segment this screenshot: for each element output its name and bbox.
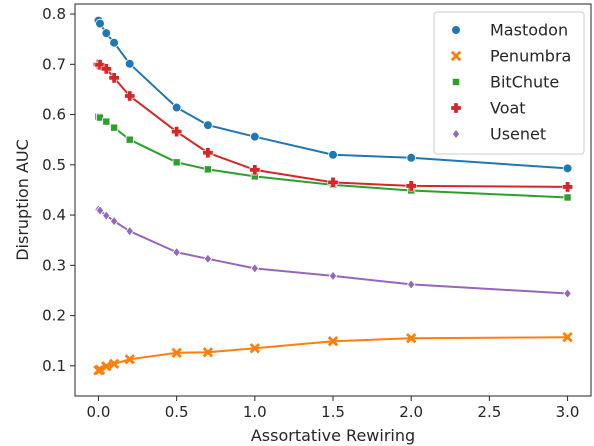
data-point	[203, 120, 213, 130]
data-point	[110, 123, 119, 132]
data-point	[405, 180, 417, 192]
data-point	[94, 364, 106, 376]
data-point	[125, 225, 134, 237]
data-point	[328, 270, 338, 282]
data-point	[171, 347, 182, 358]
x-tick-label: 2.5	[477, 403, 501, 421]
y-tick-label: 0.5	[42, 156, 66, 174]
data-point	[172, 158, 181, 167]
x-tick-label: 1.5	[321, 403, 345, 421]
data-point	[102, 117, 111, 126]
y-axis: 0.1 0.2 0.3 0.4 0.5 0.6 0.7 0.8	[42, 5, 75, 375]
data-point	[250, 131, 260, 142]
data-point	[125, 135, 134, 144]
data-point	[124, 59, 135, 69]
legend-marker	[451, 78, 460, 87]
legend-frame	[433, 11, 585, 155]
y-axis-label: Disruption AUC	[13, 139, 32, 261]
data-point	[171, 126, 183, 138]
series-mastodon	[93, 15, 573, 174]
data-point	[203, 165, 212, 174]
x-tick-label: 1.0	[243, 403, 267, 421]
y-tick-label: 0.3	[42, 256, 66, 274]
series-bitchute	[94, 112, 572, 202]
legend-label: Voat	[490, 99, 526, 118]
data-point	[109, 215, 119, 227]
legend-label: Usenet	[490, 125, 546, 144]
data-point	[172, 247, 181, 258]
data-point	[124, 354, 135, 365]
legend-marker	[450, 102, 462, 114]
data-point	[100, 63, 112, 75]
data-point	[562, 181, 574, 193]
data-point	[406, 152, 416, 163]
y-tick-label: 0.2	[42, 307, 66, 325]
data-point	[563, 193, 572, 202]
data-point	[102, 210, 111, 221]
data-point	[101, 361, 112, 372]
data-point	[108, 72, 120, 84]
data-point	[171, 102, 182, 113]
series-layer	[92, 15, 574, 376]
data-point	[249, 164, 261, 176]
data-point	[405, 333, 417, 344]
x-tick-label: 2.0	[399, 403, 423, 421]
legend: Mastodon Penumbra BitChute Voat Usenet	[433, 11, 585, 155]
legend-item: Usenet	[451, 125, 546, 144]
x-tick-label: 3.0	[556, 403, 580, 421]
data-point	[96, 113, 105, 122]
data-point	[249, 343, 261, 354]
y-tick-label: 0.4	[42, 206, 66, 224]
x-tick-label: 0.5	[165, 403, 189, 421]
legend-item: Penumbra	[450, 47, 571, 66]
legend-marker	[451, 128, 461, 140]
legend-item: Mastodon	[451, 21, 568, 40]
y-tick-label: 0.7	[42, 55, 66, 73]
data-point	[202, 347, 214, 358]
legend-marker	[451, 25, 461, 35]
series-usenet	[94, 204, 572, 299]
data-point	[250, 263, 260, 274]
x-axis: 0.0 0.5 1.0 1.5 2.0 2.5 3.0	[87, 396, 580, 421]
legend-item: Voat	[450, 99, 526, 118]
data-point	[109, 37, 119, 48]
data-point	[95, 205, 105, 216]
data-point	[563, 288, 572, 299]
legend-item: BitChute	[451, 73, 559, 92]
data-point	[203, 253, 213, 265]
data-point	[327, 336, 339, 347]
data-point	[328, 149, 338, 160]
x-axis-label: Assortative Rewiring	[251, 426, 415, 445]
legend-label: Penumbra	[490, 47, 571, 66]
data-point	[101, 28, 112, 38]
data-point	[562, 332, 573, 343]
data-point	[406, 279, 416, 290]
legend-marker	[450, 50, 462, 62]
data-point	[95, 18, 105, 29]
legend-label: BitChute	[490, 73, 559, 92]
y-tick-label: 0.1	[42, 357, 66, 375]
y-tick-label: 0.6	[42, 106, 66, 124]
legend-label: Mastodon	[490, 21, 568, 40]
data-point	[124, 90, 136, 102]
data-point	[108, 358, 120, 370]
series-penumbra	[93, 332, 573, 376]
data-point	[562, 163, 573, 174]
y-tick-label: 0.8	[42, 5, 66, 23]
data-point	[327, 176, 339, 188]
data-point	[202, 147, 214, 159]
x-tick-label: 0.0	[87, 403, 111, 421]
series-voat	[92, 58, 574, 193]
